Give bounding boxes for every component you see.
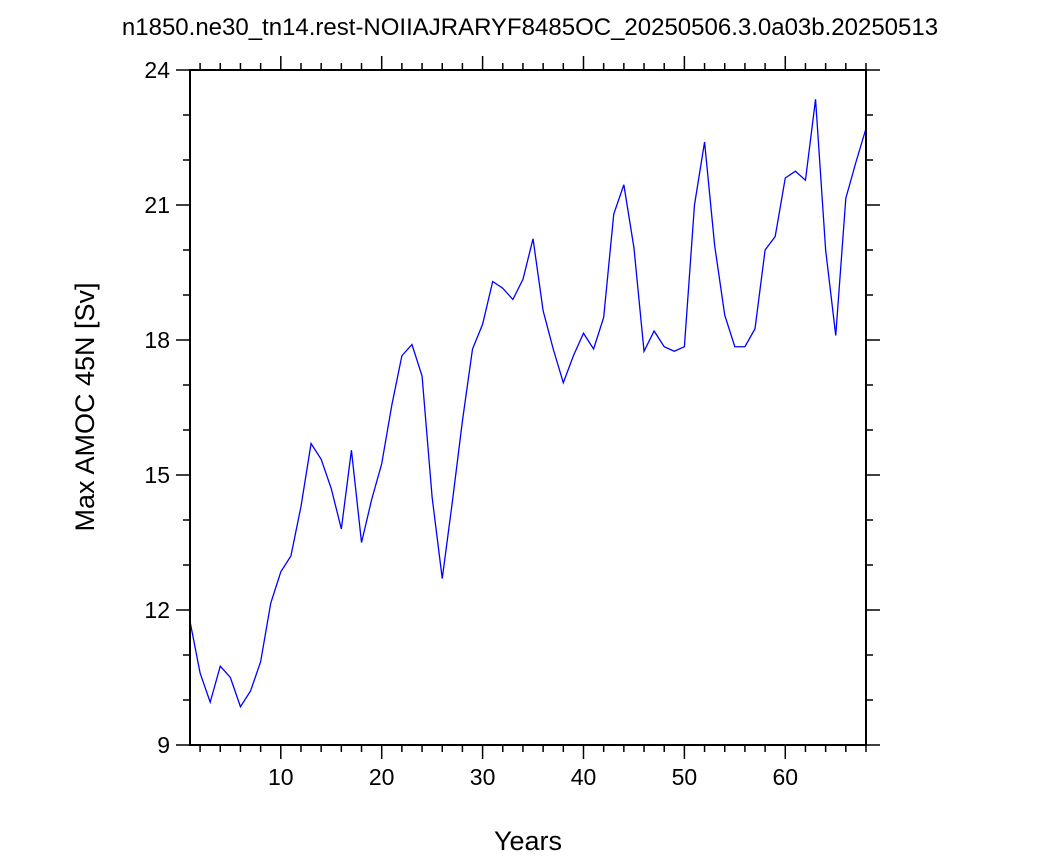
y-tick-label: 15 — [144, 462, 170, 488]
x-tick-label: 50 — [672, 764, 698, 790]
y-tick-label: 18 — [144, 327, 170, 353]
y-axis-label: Max AMOC 45N [Sv] — [70, 282, 100, 531]
y-tick-label: 12 — [144, 597, 170, 623]
chart-title: n1850.ne30_tn14.rest-NOIIAJRARYF8485OC_2… — [122, 14, 938, 41]
x-tick-label: 20 — [369, 764, 395, 790]
tick-labels: 10 20 30 40 50 60 9 12 15 18 21 24 — [144, 57, 798, 790]
axis-ticks — [176, 56, 880, 759]
x-tick-label: 60 — [772, 764, 798, 790]
plot-frame — [189, 69, 867, 746]
y-tick-label: 9 — [157, 732, 170, 758]
x-axis-label: Years — [494, 826, 562, 856]
x-tick-label: 40 — [571, 764, 597, 790]
x-tick-label: 10 — [268, 764, 294, 790]
plot-area — [189, 69, 867, 746]
series-line — [189, 99, 867, 709]
y-tick-label: 24 — [144, 57, 170, 83]
x-tick-label: 30 — [470, 764, 496, 790]
y-tick-label: 21 — [144, 192, 170, 218]
